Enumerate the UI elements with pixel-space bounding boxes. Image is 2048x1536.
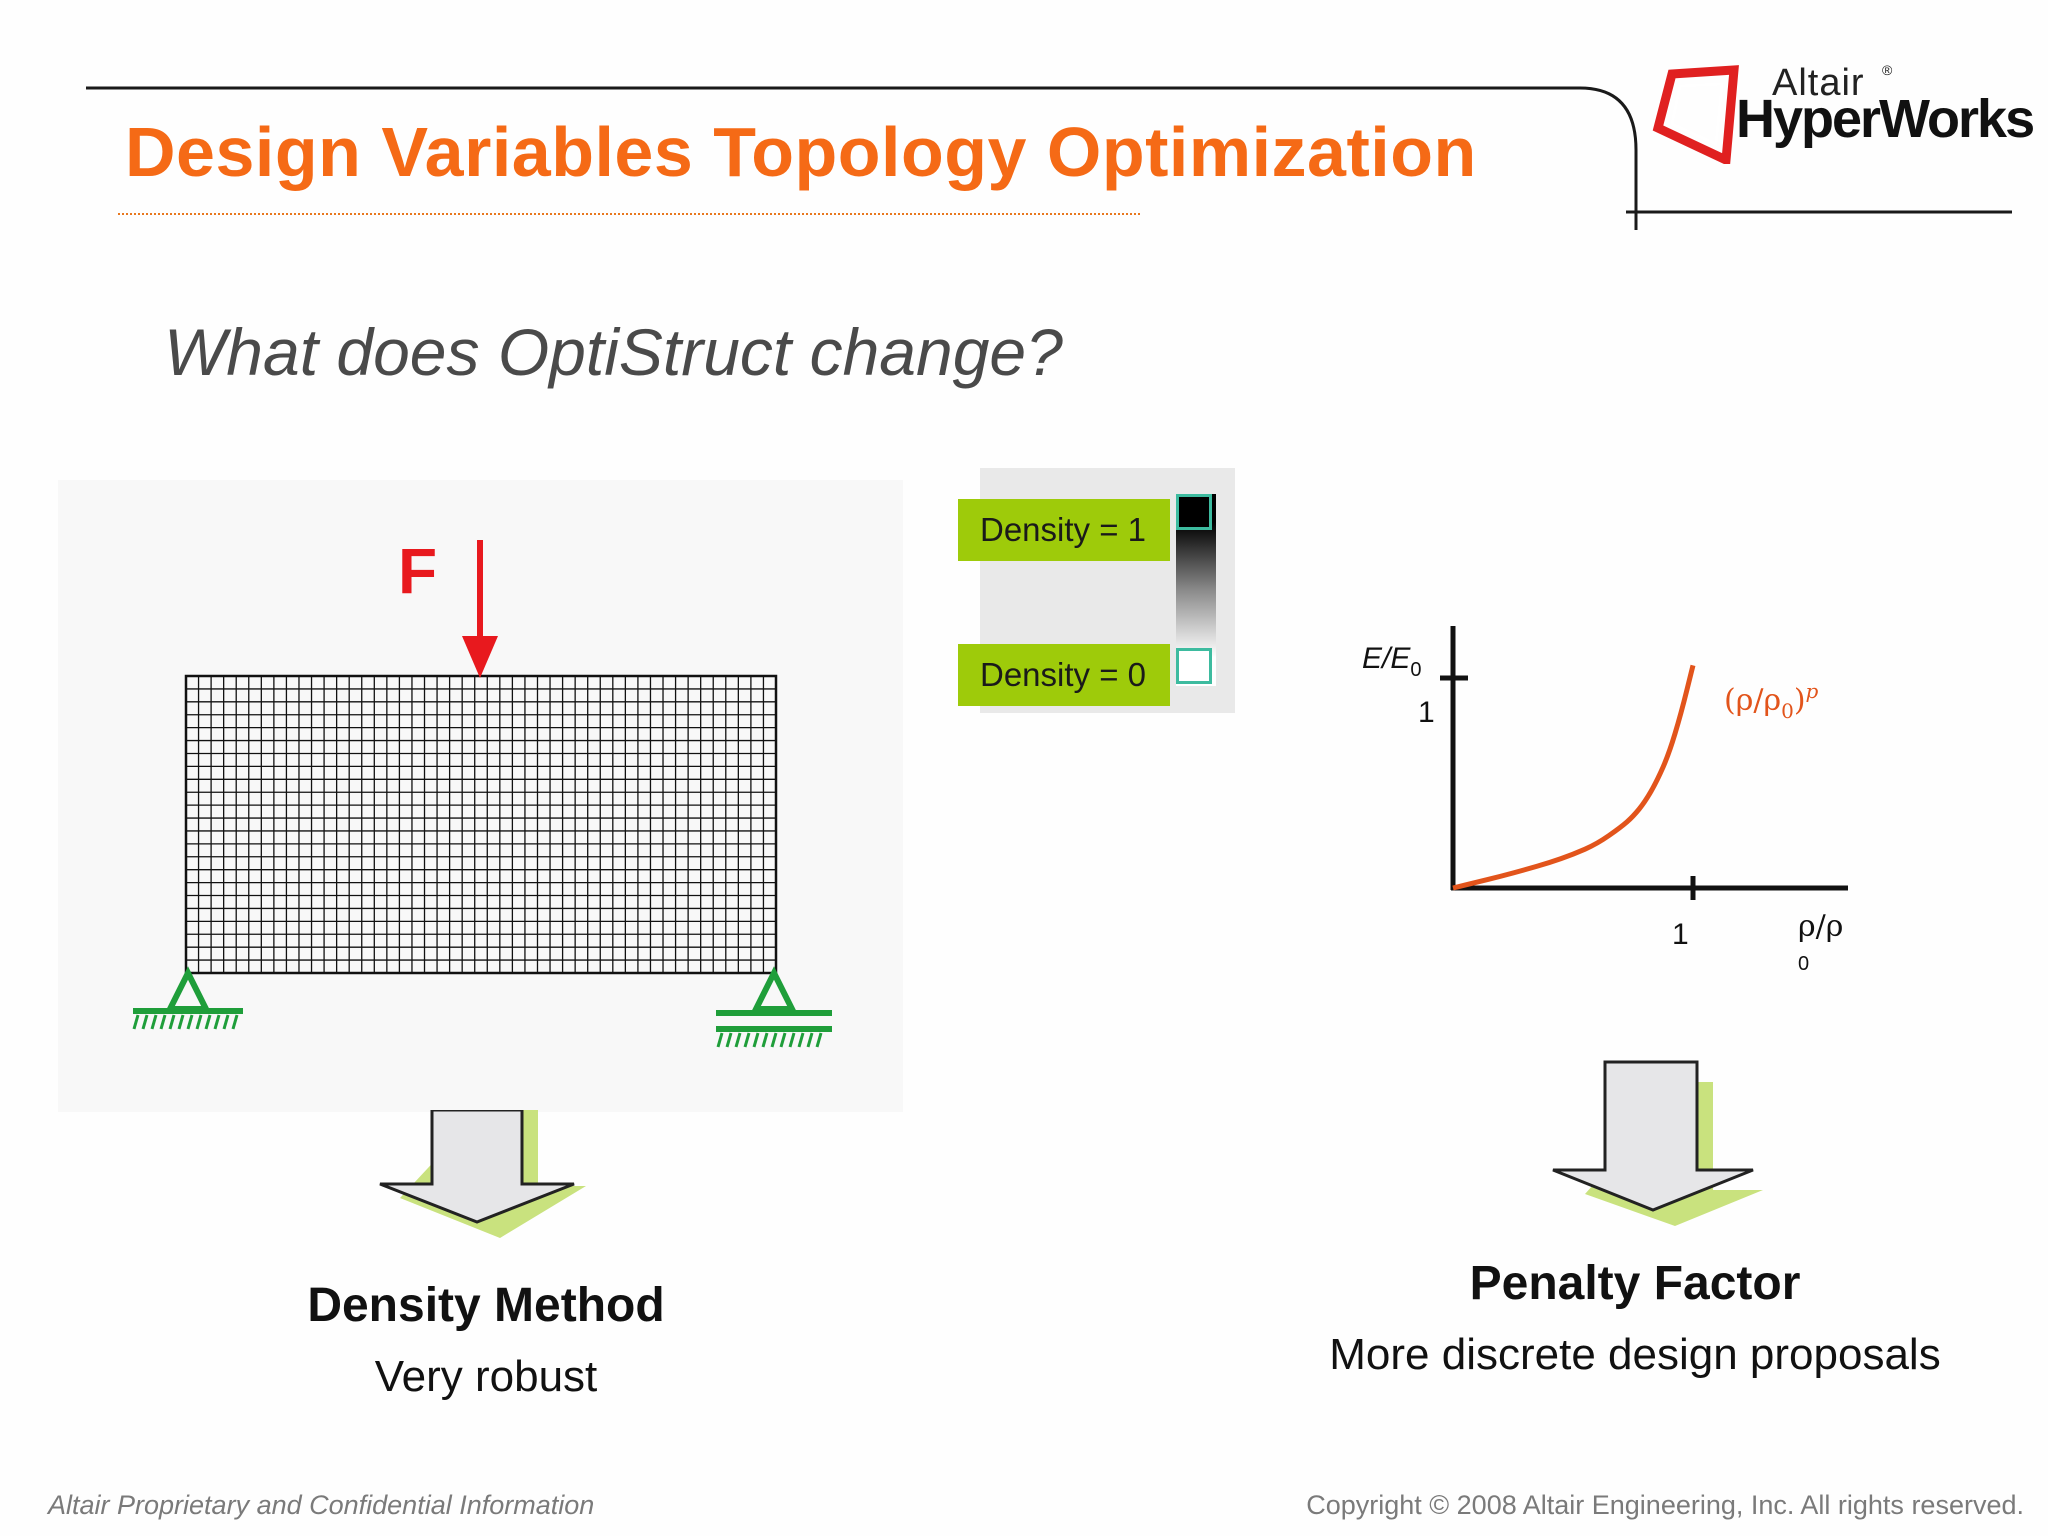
density-zero-swatch (1176, 648, 1212, 684)
x-tick-label: 1 (1672, 918, 1689, 951)
density-method-description: Very robust (374, 1352, 598, 1401)
beam-mesh (186, 676, 776, 973)
force-arrow-icon (462, 540, 498, 678)
y-tick-label: 1 (1418, 696, 1435, 729)
density-method-title: Density Method (307, 1279, 665, 1332)
down-arrow-icon (379, 1110, 586, 1238)
penalty-chart: E/E0 1 1 ρ/ρ 0 (ρ/ρ0)p (1362, 626, 1848, 975)
penalty-curve (1452, 664, 1696, 891)
density-zero-label: Density = 0 (958, 644, 1170, 706)
penalty-factor-title: Penalty Factor (1469, 1257, 1801, 1310)
density-one-label: Density = 1 (958, 499, 1170, 561)
down-arrow-icon (1552, 1060, 1763, 1226)
altair-logo-icon (1652, 65, 1739, 164)
logo-brand-large: HyperWorks (1736, 89, 2035, 149)
footer-copyright: Copyright © 2008 Altair Engineering, Inc… (1306, 1490, 2024, 1520)
title-divider (118, 213, 1140, 215)
penalty-factor-description: More discrete design proposals (1329, 1330, 1941, 1379)
slide-subtitle: What does OptiStruct change? (164, 315, 1063, 389)
curve-label: (ρ/ρ0)p (1724, 679, 1819, 723)
beam-diagram: F (132, 535, 832, 1048)
header-rule (86, 86, 2012, 230)
logo-brand-small: Altair (1772, 62, 1865, 104)
altair-logo: Altair ® HyperWorks (1650, 60, 2035, 170)
logo-registered: ® (1882, 62, 1893, 78)
page-title: Design Variables Topology Optimization (125, 113, 1477, 191)
x-axis-label-sub: 0 (1798, 953, 1809, 975)
y-axis-label: E/E0 (1362, 642, 1421, 681)
beam-outline (184, 674, 778, 975)
force-label: F (398, 535, 437, 607)
pin-support-icon (132, 966, 243, 1030)
footer-confidential: Altair Proprietary and Confidential Info… (48, 1490, 595, 1520)
x-axis-label-base: ρ/ρ (1798, 909, 1843, 944)
roller-support-icon (716, 966, 832, 1048)
density-one-swatch (1176, 494, 1212, 530)
